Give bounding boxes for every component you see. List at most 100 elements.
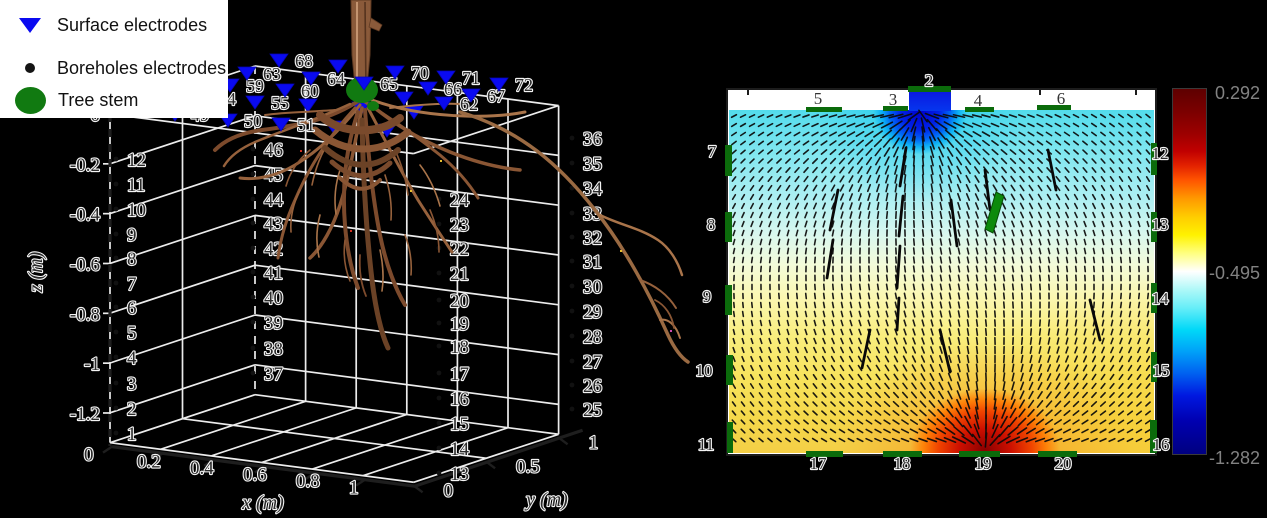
borehole-electrode-dot <box>113 354 119 360</box>
borehole-electrode-number: 27 <box>583 352 602 373</box>
x-axis-label: x (m) <box>241 492 284 514</box>
borehole-electrode-dot <box>113 181 119 187</box>
y-tick-label: 0.5 <box>516 456 540 477</box>
borehole-electrode-number: 31 <box>583 252 602 273</box>
x-axis-tick <box>355 478 366 487</box>
section-electrode-number: 18 <box>894 454 911 473</box>
legend-item-tree-stem: Tree stem <box>10 85 138 115</box>
borehole-electrode-number: 30 <box>583 277 602 298</box>
surface-electrode-triangle <box>301 71 321 86</box>
borehole-electrode-number: 16 <box>450 389 469 410</box>
borehole-electrode-dot <box>436 470 442 476</box>
section-color-field <box>729 110 1154 453</box>
root-stroke <box>238 103 362 181</box>
borehole-electrode-number: 24 <box>450 190 470 211</box>
axis-labels: 0 -0.2 -0.4 -0.6 -0.8 -1 -1.2 0 0.2 0.4 0.6 0.8 10 0.… <box>24 104 599 515</box>
x-tick-label: 0.6 <box>243 464 267 485</box>
surface-electrode-triangle <box>436 70 456 85</box>
borehole-electrode-dot <box>113 304 119 310</box>
surface-electrode-number: 60 <box>301 81 319 101</box>
y-tick-label: 1 <box>589 432 599 453</box>
root-stroke <box>222 102 352 168</box>
tree-stem-marker <box>346 77 378 103</box>
borehole-electrode-number: 13 <box>450 464 469 485</box>
x-axis-tick <box>254 465 265 474</box>
grid-line <box>109 393 256 444</box>
root-stroke <box>316 111 404 135</box>
root-stroke <box>316 214 321 258</box>
borehole-electrode-dot <box>569 234 575 240</box>
borehole-electrode-number: 39 <box>264 313 283 334</box>
borehole-electrode-dot <box>113 405 119 411</box>
root-stroke <box>419 164 441 207</box>
borehole-electrode-number: 11 <box>127 175 145 196</box>
borehole-electrode-dot <box>250 319 256 325</box>
root-stroke <box>341 110 360 290</box>
surface-electrode-number: 64 <box>327 69 345 89</box>
surface-electrode-triangle <box>461 88 481 103</box>
x-tick-label: 0.4 <box>190 458 214 479</box>
borehole-electrode-number: 32 <box>583 228 602 249</box>
borehole-electrode-dot <box>436 221 442 227</box>
surface-electrode-triangle <box>328 59 348 74</box>
root-stroke <box>363 108 407 307</box>
z-tick-label: -1.2 <box>70 404 100 425</box>
z-tick-label: -0.6 <box>70 254 100 275</box>
y-axis-tick <box>413 485 424 494</box>
borehole-electrode-dot <box>113 380 119 386</box>
colorbar-mid-label: -0.495 <box>1209 263 1261 283</box>
borehole-electrode-dot <box>113 255 119 261</box>
surface-electrode-number: 68 <box>295 51 313 71</box>
borehole-electrode-number: 29 <box>583 302 602 323</box>
borehole-electrode-number: 14 <box>450 439 470 460</box>
x-axis-tick <box>203 458 214 467</box>
z-tick-label: -1 <box>84 354 100 375</box>
borehole-electrode-dot <box>436 297 442 303</box>
root-stroke <box>264 109 336 116</box>
borehole-electrode-dot <box>569 333 575 339</box>
trunk-branch-stub <box>368 17 383 32</box>
borehole-electrode-number: 19 <box>450 314 469 335</box>
surface-electrode-number: 70 <box>411 63 429 83</box>
borehole-electrode-number: 6 <box>127 298 137 319</box>
root-stroke <box>311 139 331 186</box>
colorbar <box>1172 88 1207 455</box>
x-axis-tick <box>152 452 164 461</box>
root-stroke <box>334 169 341 215</box>
root-stroke <box>366 106 454 254</box>
surface-electrode-triangle <box>394 91 414 106</box>
surface-electrode-triangle <box>434 96 454 111</box>
tree-stem-marker-lower <box>367 101 379 111</box>
surface-electrode-number: 66 <box>444 79 462 99</box>
root-stroke <box>322 145 401 168</box>
surface-electrode-triangle <box>271 117 291 132</box>
borehole-electrode-number: 37 <box>264 364 283 385</box>
root-speck <box>350 230 352 232</box>
grid-line <box>182 417 487 460</box>
borehole-electrode-number: 43 <box>264 214 283 235</box>
borehole-electrode-dot <box>569 210 575 216</box>
surface-electrode-number: 71 <box>462 68 480 88</box>
borehole-electrode-dot <box>250 294 256 300</box>
borehole-electrode-number: 2 <box>127 399 137 420</box>
borehole-electrode-number: 4 <box>127 348 137 369</box>
section-plot-box <box>727 89 1156 455</box>
section-electrode-number: 17 <box>810 454 828 473</box>
root-stroke <box>379 249 384 292</box>
borehole-electrode-number: 33 <box>583 204 602 225</box>
borehole-electrode-dot <box>436 270 442 276</box>
surface-electrode-triangle <box>275 83 295 98</box>
surface-electrode-triangle <box>269 53 289 68</box>
borehole-electrode-dot <box>113 206 119 212</box>
surface-electrode-triangle <box>418 81 438 96</box>
surface-electrode-number: 55 <box>271 93 289 113</box>
borehole-electrode-dot <box>250 146 256 152</box>
z-tick-label: -0.2 <box>70 155 100 176</box>
borehole-electrode-number: 3 <box>127 374 137 395</box>
borehole-electrode-dot <box>436 320 442 326</box>
legend-item-surface-electrodes: Surface electrodes <box>10 10 207 40</box>
grid-line <box>254 393 559 436</box>
root-stroke <box>343 239 351 282</box>
x-axis-tick <box>102 445 113 454</box>
